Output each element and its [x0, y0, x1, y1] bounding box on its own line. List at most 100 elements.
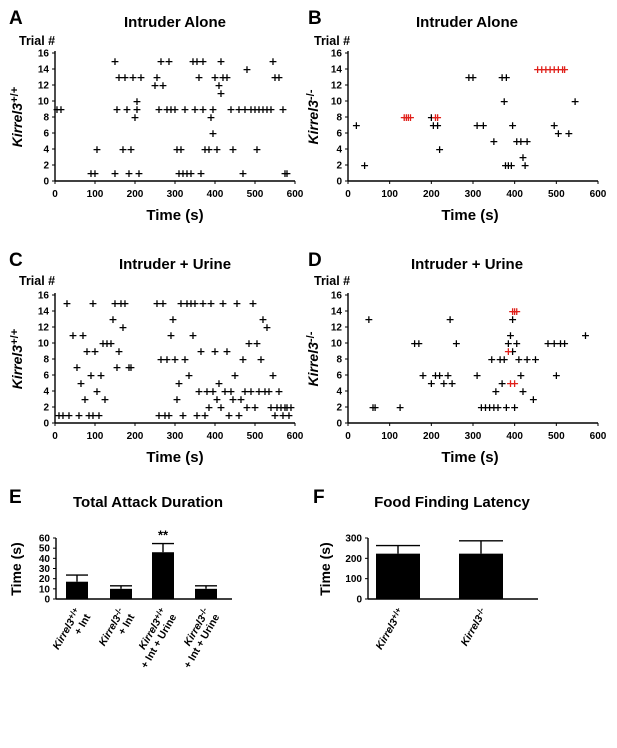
category-label: Kirrel3+/++ Int: [49, 605, 94, 657]
attack-event-marker: +: [543, 337, 552, 350]
y-tick-label: 200: [345, 554, 362, 565]
attack-event-marker: +: [64, 409, 73, 422]
mounting-event-marker: +: [537, 63, 546, 76]
y-tick-label: 6: [43, 371, 49, 382]
genotype-axis-label: Kirrel3+/+: [9, 328, 25, 389]
y-tick-label: 16: [331, 49, 343, 60]
panel-letter: A: [9, 8, 23, 29]
y-tick-label: 0: [336, 177, 342, 188]
attack-event-marker: +: [168, 313, 177, 326]
attack-event-marker: +: [206, 297, 215, 310]
attack-event-marker: +: [516, 135, 525, 148]
attack-event-marker: +: [110, 297, 119, 310]
attack-event-marker: +: [473, 119, 482, 132]
attack-event-marker: +: [473, 369, 482, 382]
mounting-event-marker: +: [510, 305, 519, 318]
attack-event-marker: +: [158, 297, 167, 310]
panel-e-bar-chart: E Total Attack Duration Time (s) 0102030405…: [8, 487, 232, 671]
significance-marker: **: [158, 528, 169, 543]
attack-event-marker: +: [178, 409, 187, 422]
attack-event-marker: +: [198, 103, 207, 116]
attack-event-marker: +: [68, 329, 77, 342]
attack-event-marker: +: [226, 385, 235, 398]
attack-event-marker: +: [485, 401, 494, 414]
x-axis-label: Time (s): [146, 207, 203, 224]
attack-event-marker: +: [246, 385, 255, 398]
attack-event-marker: +: [500, 353, 509, 366]
attack-event-marker: +: [98, 337, 107, 350]
attack-event-marker: +: [523, 353, 532, 366]
attack-event-marker: +: [429, 119, 438, 132]
attack-event-marker: +: [54, 409, 63, 422]
attack-event-marker: +: [252, 143, 261, 156]
y-tick-label: 6: [43, 129, 49, 140]
attack-event-marker: +: [278, 409, 287, 422]
attack-event-marker: +: [220, 385, 229, 398]
panel-title: Intruder Alone: [124, 14, 226, 31]
category-label: Kirrel3+/+: [372, 605, 407, 651]
attack-event-marker: +: [493, 401, 502, 414]
x-tick-label: 200: [423, 189, 440, 200]
x-axis-label: Time (s): [146, 449, 203, 466]
attack-event-marker: +: [154, 409, 163, 422]
attack-event-marker: +: [202, 385, 211, 398]
x-tick-label: 300: [167, 189, 184, 200]
attack-event-marker: +: [258, 313, 267, 326]
x-tick-label: 100: [381, 189, 398, 200]
attack-event-marker: +: [100, 393, 109, 406]
y-tick-label: 2: [336, 403, 342, 414]
attack-event-marker: +: [435, 143, 444, 156]
attack-event-marker: +: [152, 297, 161, 310]
attack-event-marker: +: [262, 103, 271, 116]
attack-event-marker: +: [122, 103, 131, 116]
y-tick-label: 12: [331, 81, 343, 92]
mounting-event-marker: +: [510, 377, 519, 390]
y-tick-label: 40: [39, 554, 51, 565]
attack-event-marker: +: [228, 143, 237, 156]
attack-event-marker: +: [370, 401, 379, 414]
attack-event-marker: +: [224, 409, 233, 422]
attack-event-marker: +: [508, 119, 517, 132]
y-tick-label: 4: [43, 387, 49, 398]
panel-title: Intruder Alone: [416, 14, 518, 31]
attack-event-marker: +: [518, 151, 527, 164]
attack-event-marker: +: [238, 353, 247, 366]
attack-event-marker: +: [507, 159, 516, 172]
attack-event-marker: +: [182, 167, 191, 180]
category-label: Kirrel3-/-: [457, 605, 490, 648]
attack-event-marker: +: [114, 71, 123, 84]
attack-event-marker: +: [204, 143, 213, 156]
attack-event-marker: +: [439, 377, 448, 390]
attack-event-marker: +: [254, 103, 263, 116]
attack-event-marker: +: [452, 337, 461, 350]
attack-event-marker: +: [495, 353, 504, 366]
attack-event-marker: +: [208, 127, 217, 140]
y-tick-label: 0: [43, 419, 49, 430]
attack-event-marker: +: [502, 71, 511, 84]
attack-event-marker: +: [508, 313, 517, 326]
attack-event-marker: +: [78, 329, 87, 342]
bar: [459, 553, 503, 599]
y-tick-label: 300: [345, 534, 362, 545]
attack-event-marker: +: [200, 409, 209, 422]
y-tick-label: 14: [38, 65, 50, 76]
attack-event-marker: +: [212, 143, 221, 156]
y-tick-label: 10: [331, 339, 343, 350]
y-tick-label: 0: [43, 177, 49, 188]
attack-event-marker: +: [395, 401, 404, 414]
bar: [195, 588, 217, 599]
attack-event-marker: +: [170, 103, 179, 116]
attack-event-marker: +: [242, 63, 251, 76]
attack-event-marker: +: [88, 297, 97, 310]
attack-event-marker: +: [228, 393, 237, 406]
attack-event-marker: +: [164, 55, 173, 68]
attack-event-marker: +: [491, 385, 500, 398]
attack-event-marker: +: [136, 71, 145, 84]
attack-event-marker: +: [266, 103, 275, 116]
attack-event-marker: +: [120, 297, 129, 310]
attack-event-marker: +: [174, 377, 183, 390]
y-tick-label: 20: [39, 574, 51, 585]
attack-event-marker: +: [435, 369, 444, 382]
attack-event-marker: +: [360, 159, 369, 172]
